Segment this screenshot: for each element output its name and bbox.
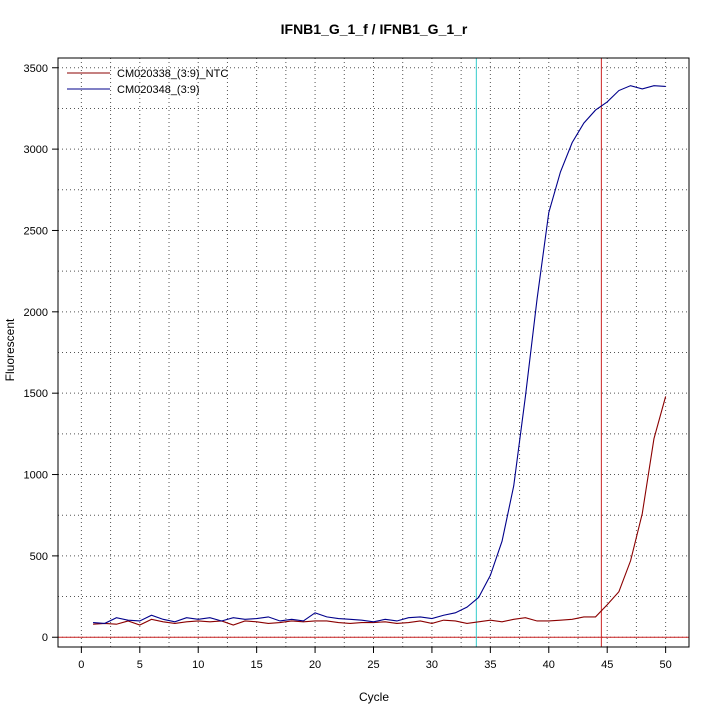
y-axis-label: Fluorescent (3, 318, 17, 381)
x-tick-label: 50 (660, 659, 672, 671)
x-tick-label: 35 (484, 659, 496, 671)
series-line-0 (93, 396, 667, 626)
reference-lines (58, 58, 689, 647)
x-tick-label: 5 (137, 659, 143, 671)
y-tick-label: 1500 (24, 388, 48, 400)
chart-title: IFNB1_G_1_f / IFNB1_G_1_r (281, 21, 468, 37)
x-tick-label: 45 (601, 659, 613, 671)
legend: CM020338_(3:9)_NTC CM020348_(3:9) (67, 68, 228, 96)
x-tick-label: 10 (192, 659, 204, 671)
legend-entry-ntc: CM020338_(3:9)_NTC (117, 68, 228, 80)
x-tick-label: 40 (543, 659, 555, 671)
y-tick-label: 500 (30, 551, 48, 563)
y-tick-label: 1000 (24, 470, 48, 482)
x-tick-label: 20 (309, 659, 321, 671)
x-tick-label: 30 (426, 659, 438, 671)
x-axis: 0 5 10 15 20 25 30 35 40 45 50 (78, 647, 672, 671)
x-tick-label: 0 (78, 659, 84, 671)
legend-entry-sample: CM020348_(3:9) (117, 84, 200, 96)
x-tick-label: 25 (367, 659, 379, 671)
y-tick-label: 2500 (24, 225, 48, 237)
series-line-1 (93, 85, 666, 624)
x-axis-label: Cycle (359, 690, 389, 704)
y-tick-label: 2000 (24, 307, 48, 319)
y-tick-label: 3500 (24, 63, 48, 75)
y-tick-label: 0 (42, 632, 48, 644)
y-tick-label: 3000 (24, 144, 48, 156)
y-axis: 0 500 1000 1500 2000 2500 3000 3500 (24, 63, 58, 644)
series-lines (93, 85, 667, 626)
x-tick-label: 15 (251, 659, 263, 671)
grid (58, 58, 689, 647)
